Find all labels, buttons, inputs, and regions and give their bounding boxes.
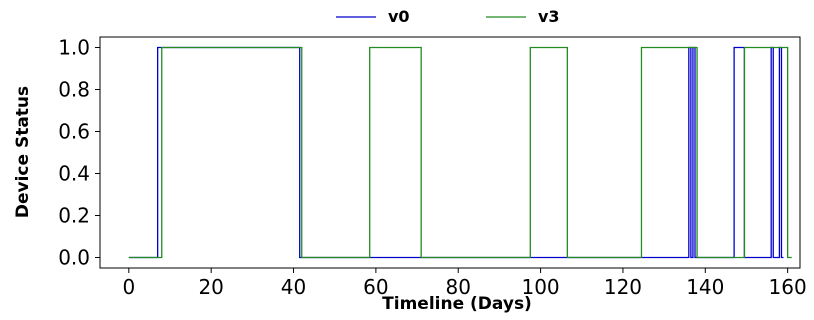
plot-area xyxy=(99,36,801,269)
legend-item-v3: v3 xyxy=(486,7,560,26)
y-axis-label: Device Status xyxy=(13,86,33,218)
legend-label: v0 xyxy=(388,7,410,26)
x-tick-label: 40 xyxy=(281,275,306,299)
y-tick-label: 0.6 xyxy=(58,120,90,144)
x-tick-label: 0 xyxy=(122,275,135,299)
legend-label: v3 xyxy=(538,7,560,26)
y-tick-label: 1.0 xyxy=(58,36,90,60)
x-tick-label: 20 xyxy=(198,275,223,299)
legend-item-v0: v0 xyxy=(336,7,410,26)
y-tick-label: 0.4 xyxy=(58,162,90,186)
x-tick-label: 160 xyxy=(769,275,807,299)
series-layer xyxy=(128,46,792,259)
x-axis-label: Timeline (Days) xyxy=(382,294,532,314)
x-tick-label: 120 xyxy=(604,275,642,299)
x-tick-label: 60 xyxy=(363,275,388,299)
y-tick-label: 0.0 xyxy=(58,246,90,270)
x-tick-label: 140 xyxy=(686,275,724,299)
x-tick-label: 80 xyxy=(446,275,471,299)
plot-frame xyxy=(99,36,801,269)
series-line-v3 xyxy=(128,46,792,259)
y-tick-label: 0.8 xyxy=(58,78,90,102)
x-tick-label: 100 xyxy=(521,275,559,299)
legend: v0 v3 xyxy=(336,7,560,26)
y-tick-label: 0.2 xyxy=(58,204,90,228)
axes-layer: 0 20 40 60 80 100 120 140 160 0.0 0.2 0.4 0.6 0.8 1.0 xyxy=(58,36,807,300)
